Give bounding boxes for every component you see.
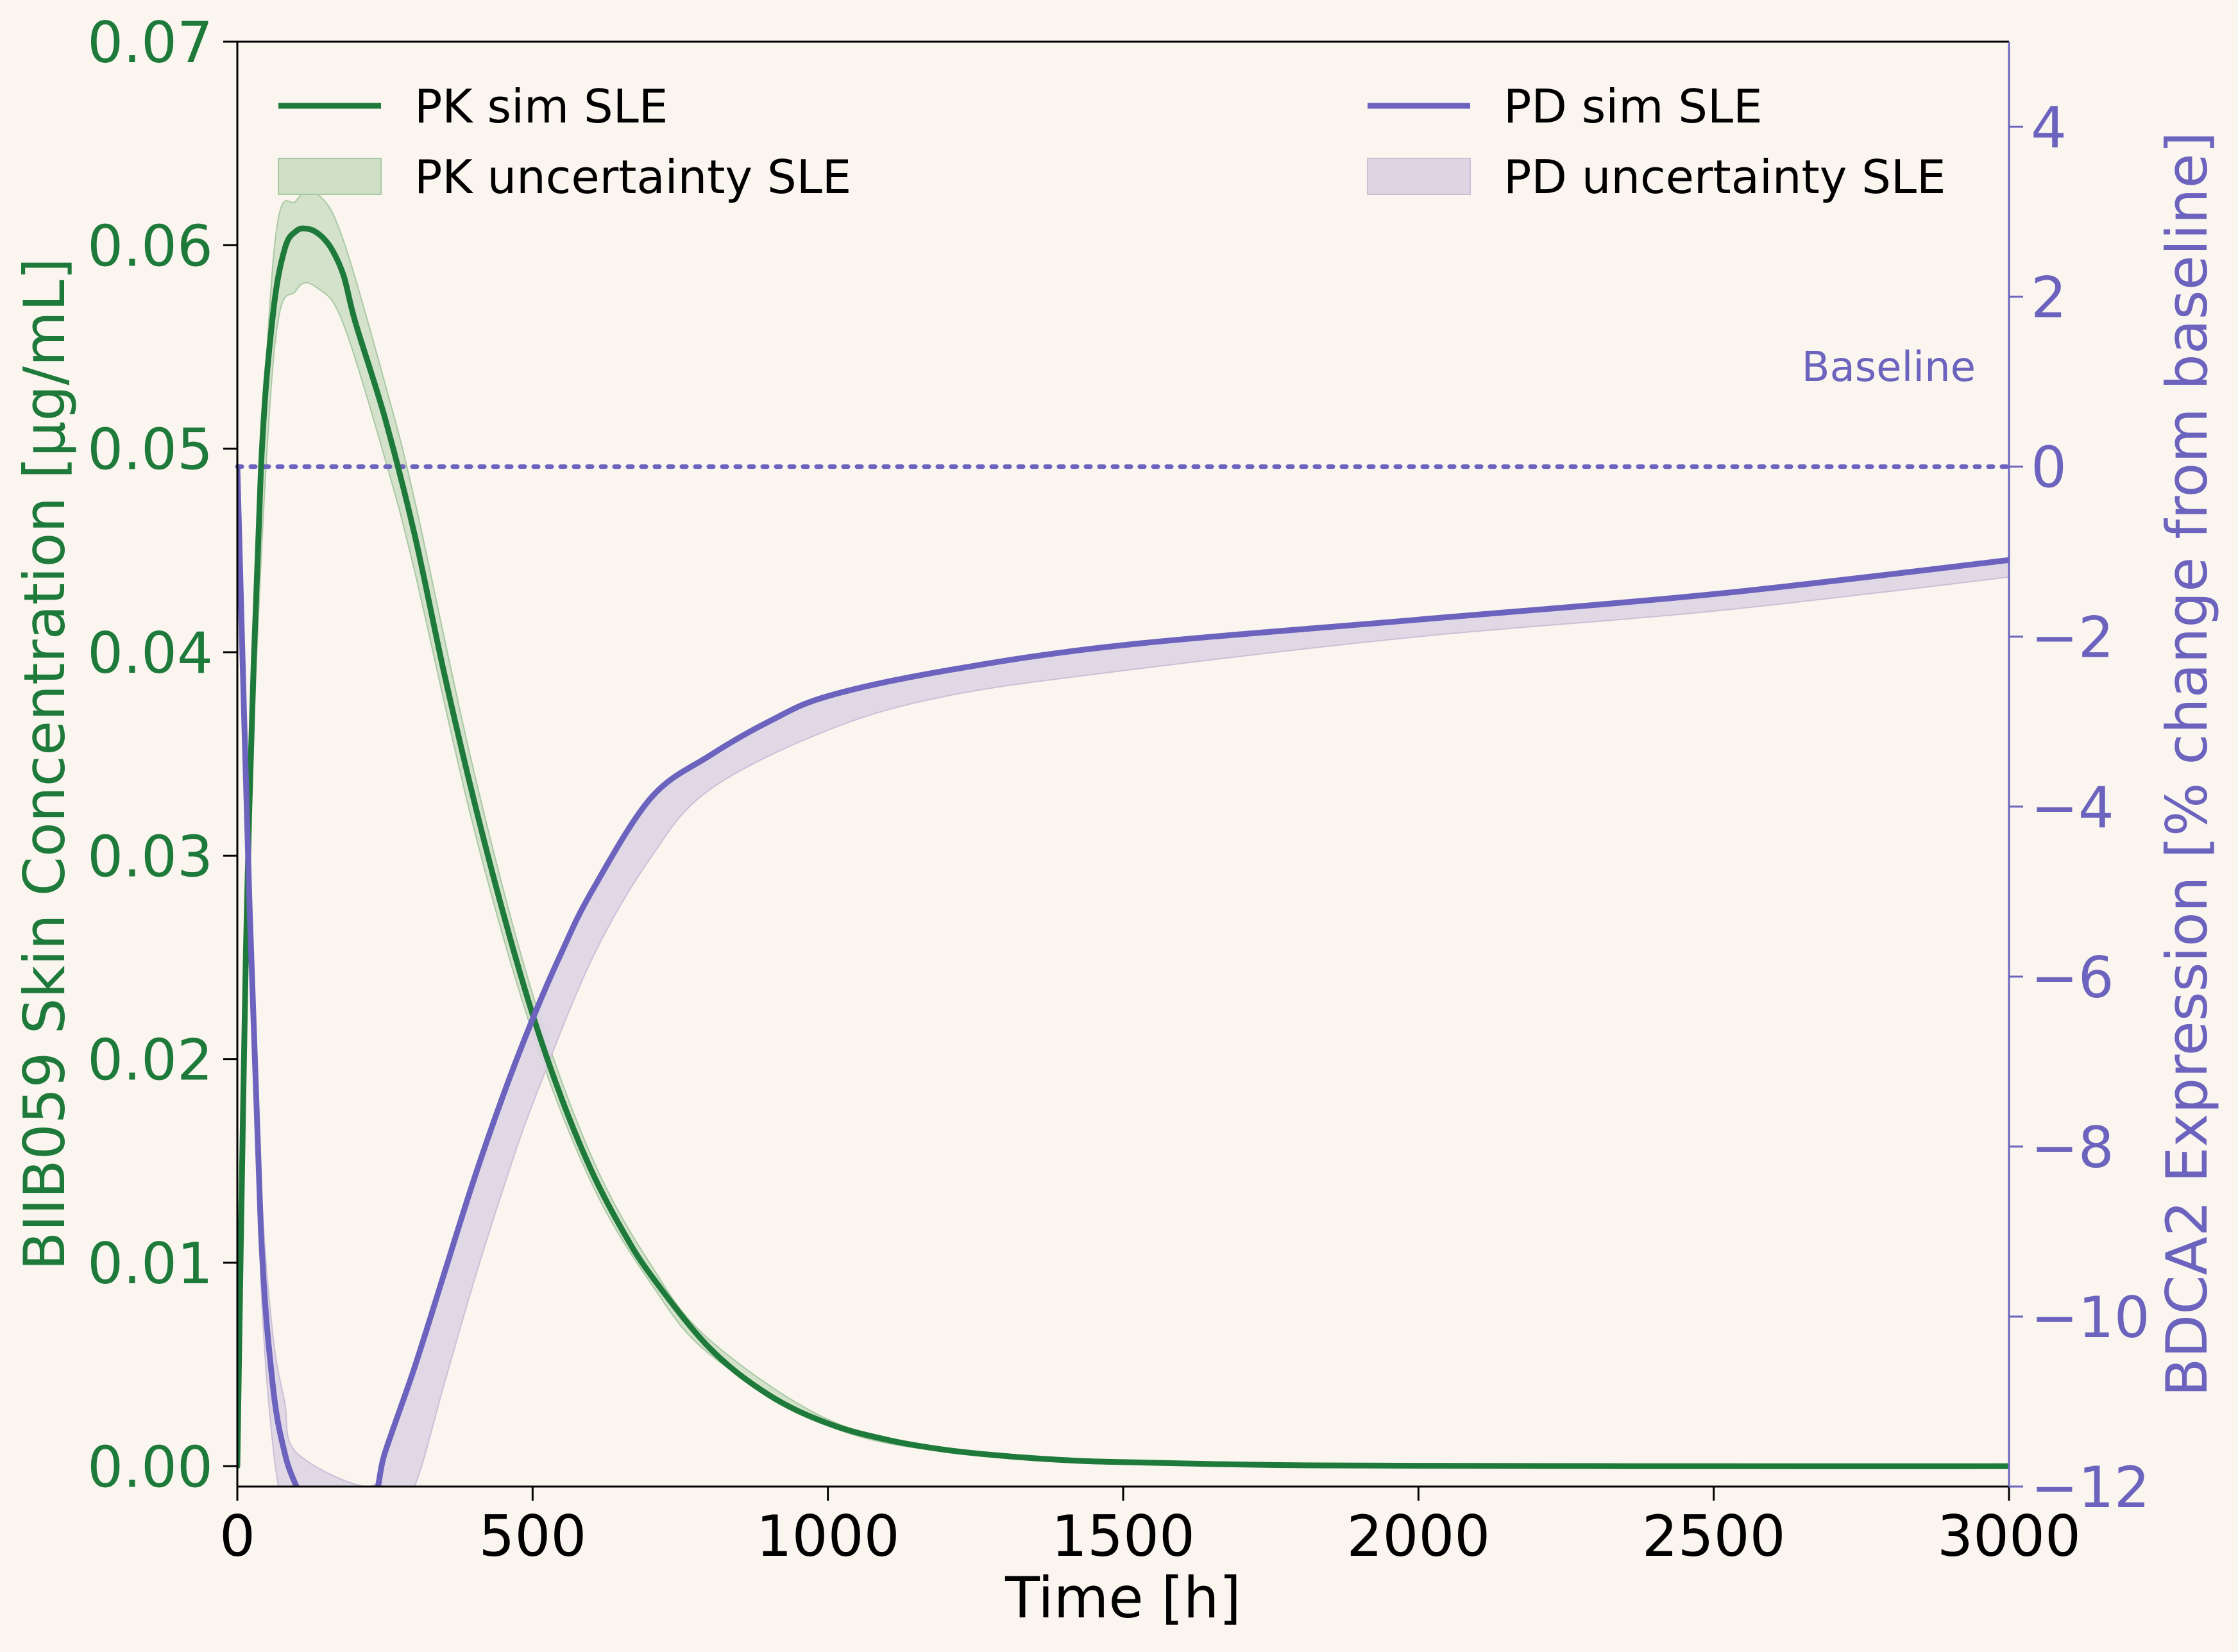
- y-left-tick-label: 0.01: [87, 1231, 213, 1297]
- legend-pd-band-swatch: [1367, 158, 1471, 195]
- y-right-axis-title: BDCA2 Expression [% change from baseline…: [2154, 131, 2220, 1397]
- legend: PK sim SLE PK uncertainty SLE PD sim SLE PD…: [278, 80, 1946, 204]
- x-tick-label: 500: [479, 1503, 586, 1569]
- y-right-tick-label: −8: [2031, 1115, 2114, 1181]
- x-tick-label: 2000: [1346, 1503, 1490, 1569]
- y-right-tick-label: 2: [2031, 265, 2067, 331]
- pk-sim-line: [237, 225, 2009, 1469]
- y-left-tick-label: 0.07: [87, 10, 213, 76]
- series-lines: [237, 225, 2009, 1487]
- y-left-tick-label: 0.00: [87, 1434, 213, 1500]
- baseline-label: Baseline: [1802, 344, 1976, 391]
- x-axis-title: Time [h]: [1005, 1565, 1241, 1631]
- legend-label: PK sim SLE: [414, 80, 668, 133]
- y-right-tick-label: −6: [2031, 945, 2114, 1011]
- y-left-axis-title: BIIB059 Skin Concentration [µg/mL]: [12, 258, 78, 1270]
- x-tick-label: 0: [219, 1503, 255, 1569]
- y-left-tick-label: 0.05: [87, 417, 213, 483]
- y-left-tick-label: 0.04: [87, 620, 213, 686]
- axes: 0 500 1000 1500 2000 2500 3000 Time [h] 0.00 0.01…: [12, 10, 2220, 1631]
- y-right-tick-label: −10: [2031, 1285, 2150, 1351]
- legend-pk-band-swatch: [278, 158, 382, 195]
- y-left-tick-label: 0.06: [87, 213, 213, 279]
- y-left-tick-label: 0.02: [87, 1027, 213, 1093]
- y-right-tick-label: −12: [2031, 1454, 2150, 1521]
- x-tick-label: 1000: [756, 1503, 900, 1569]
- y-right-tick-label: −4: [2031, 775, 2114, 841]
- legend-label: PD uncertainty SLE: [1504, 150, 1946, 204]
- legend-label: PD sim SLE: [1504, 80, 1763, 133]
- legend-label: PK uncertainty SLE: [414, 150, 851, 204]
- y-right-tick-label: 0: [2031, 435, 2067, 501]
- y-right-tick-label: 4: [2031, 95, 2067, 161]
- pd-sim-line: [237, 464, 2009, 1487]
- y-right-tick-label: −2: [2031, 605, 2114, 671]
- x-tick-label: 2500: [1642, 1503, 1786, 1569]
- y-left-tick-label: 0.03: [87, 823, 213, 889]
- x-tick-label: 3000: [1937, 1503, 2081, 1569]
- baseline-group: Baseline: [235, 344, 2012, 469]
- x-tick-label: 1500: [1051, 1503, 1195, 1569]
